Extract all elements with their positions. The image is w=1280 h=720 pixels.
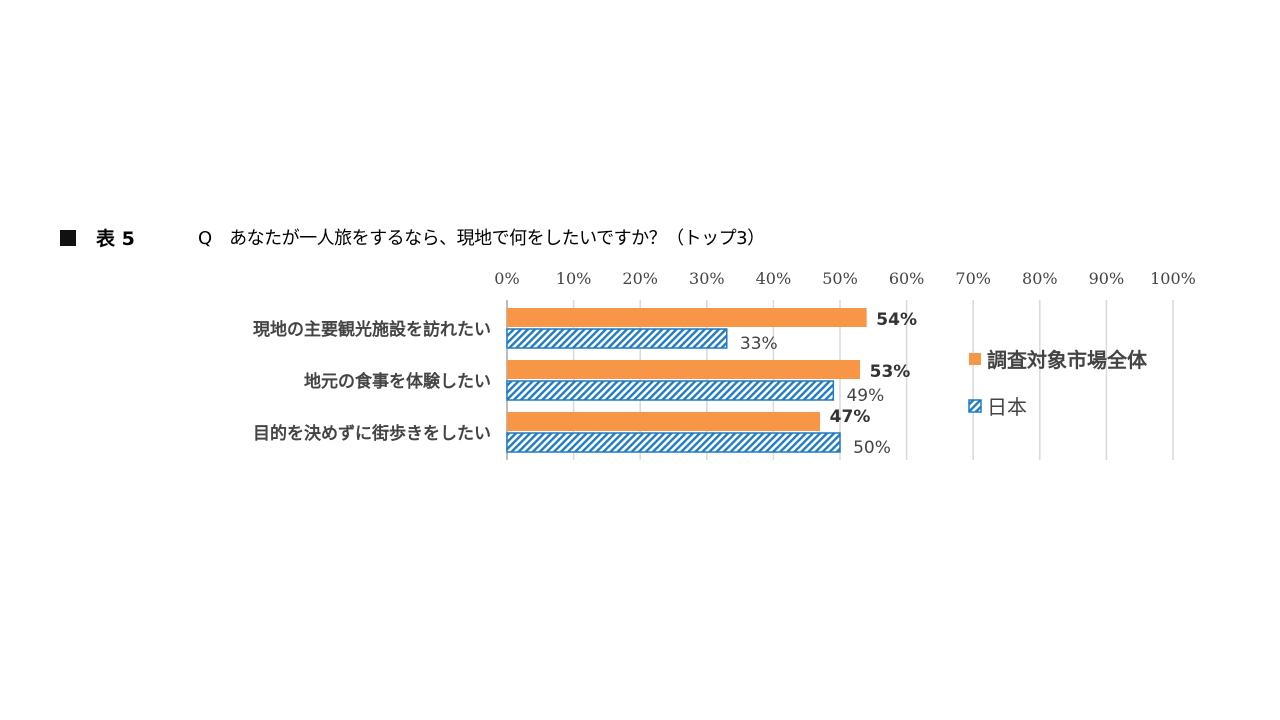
x-tick-label: 30% [689,269,725,288]
bar-all-markets [507,360,860,379]
table-label: 表 5 [96,228,135,250]
bar-all-markets [507,308,867,327]
data-label: 53% [870,362,911,382]
bar-all-markets [507,412,821,431]
data-label: 50% [853,438,891,458]
category-label: 目的を決めずに街歩きをしたい [253,423,491,444]
x-tick-label: 10% [556,269,592,288]
bar-japan [506,380,835,401]
x-tick-label: 70% [955,269,991,288]
category-label: 現地の主要観光施設を訪れたい [253,319,491,340]
x-tick-label: 0% [494,269,519,288]
bar-japan [506,328,728,349]
category-label: 地元の食事を体験したい [304,371,491,392]
bullet-square-icon [60,230,76,246]
data-label: 33% [740,334,778,354]
legend-label: 日本 [987,395,1027,419]
bar-japan [506,432,841,453]
x-tick-label: 40% [756,269,792,288]
x-axis-ticks: 0% 10% 20% 30% 40% 50% 60% 70% 80% 90% 100% [494,269,1196,288]
legend-swatch-japan [968,399,982,413]
x-tick-label: 80% [1022,269,1058,288]
x-tick-label: 60% [889,269,925,288]
x-tick-label: 100% [1150,269,1196,288]
x-tick-label: 20% [622,269,658,288]
data-label: 47% [830,407,871,427]
x-tick-label: 90% [1089,269,1125,288]
chart-header: 表 5 Q あなたが一人旅をするなら、現地で何をしたいですか？（トップ3） [60,226,960,254]
legend-label: 調査対象市場全体 [987,348,1148,372]
x-tick-label: 50% [822,269,858,288]
question-title: Q あなたが一人旅をするなら、現地で何をしたいですか？（トップ3） [198,228,765,249]
data-label: 49% [846,386,884,406]
bars: 54% 33% 53% 49%47% 50% [506,308,917,458]
legend-swatch-all-markets [969,353,981,365]
data-label: 54% [876,310,917,330]
